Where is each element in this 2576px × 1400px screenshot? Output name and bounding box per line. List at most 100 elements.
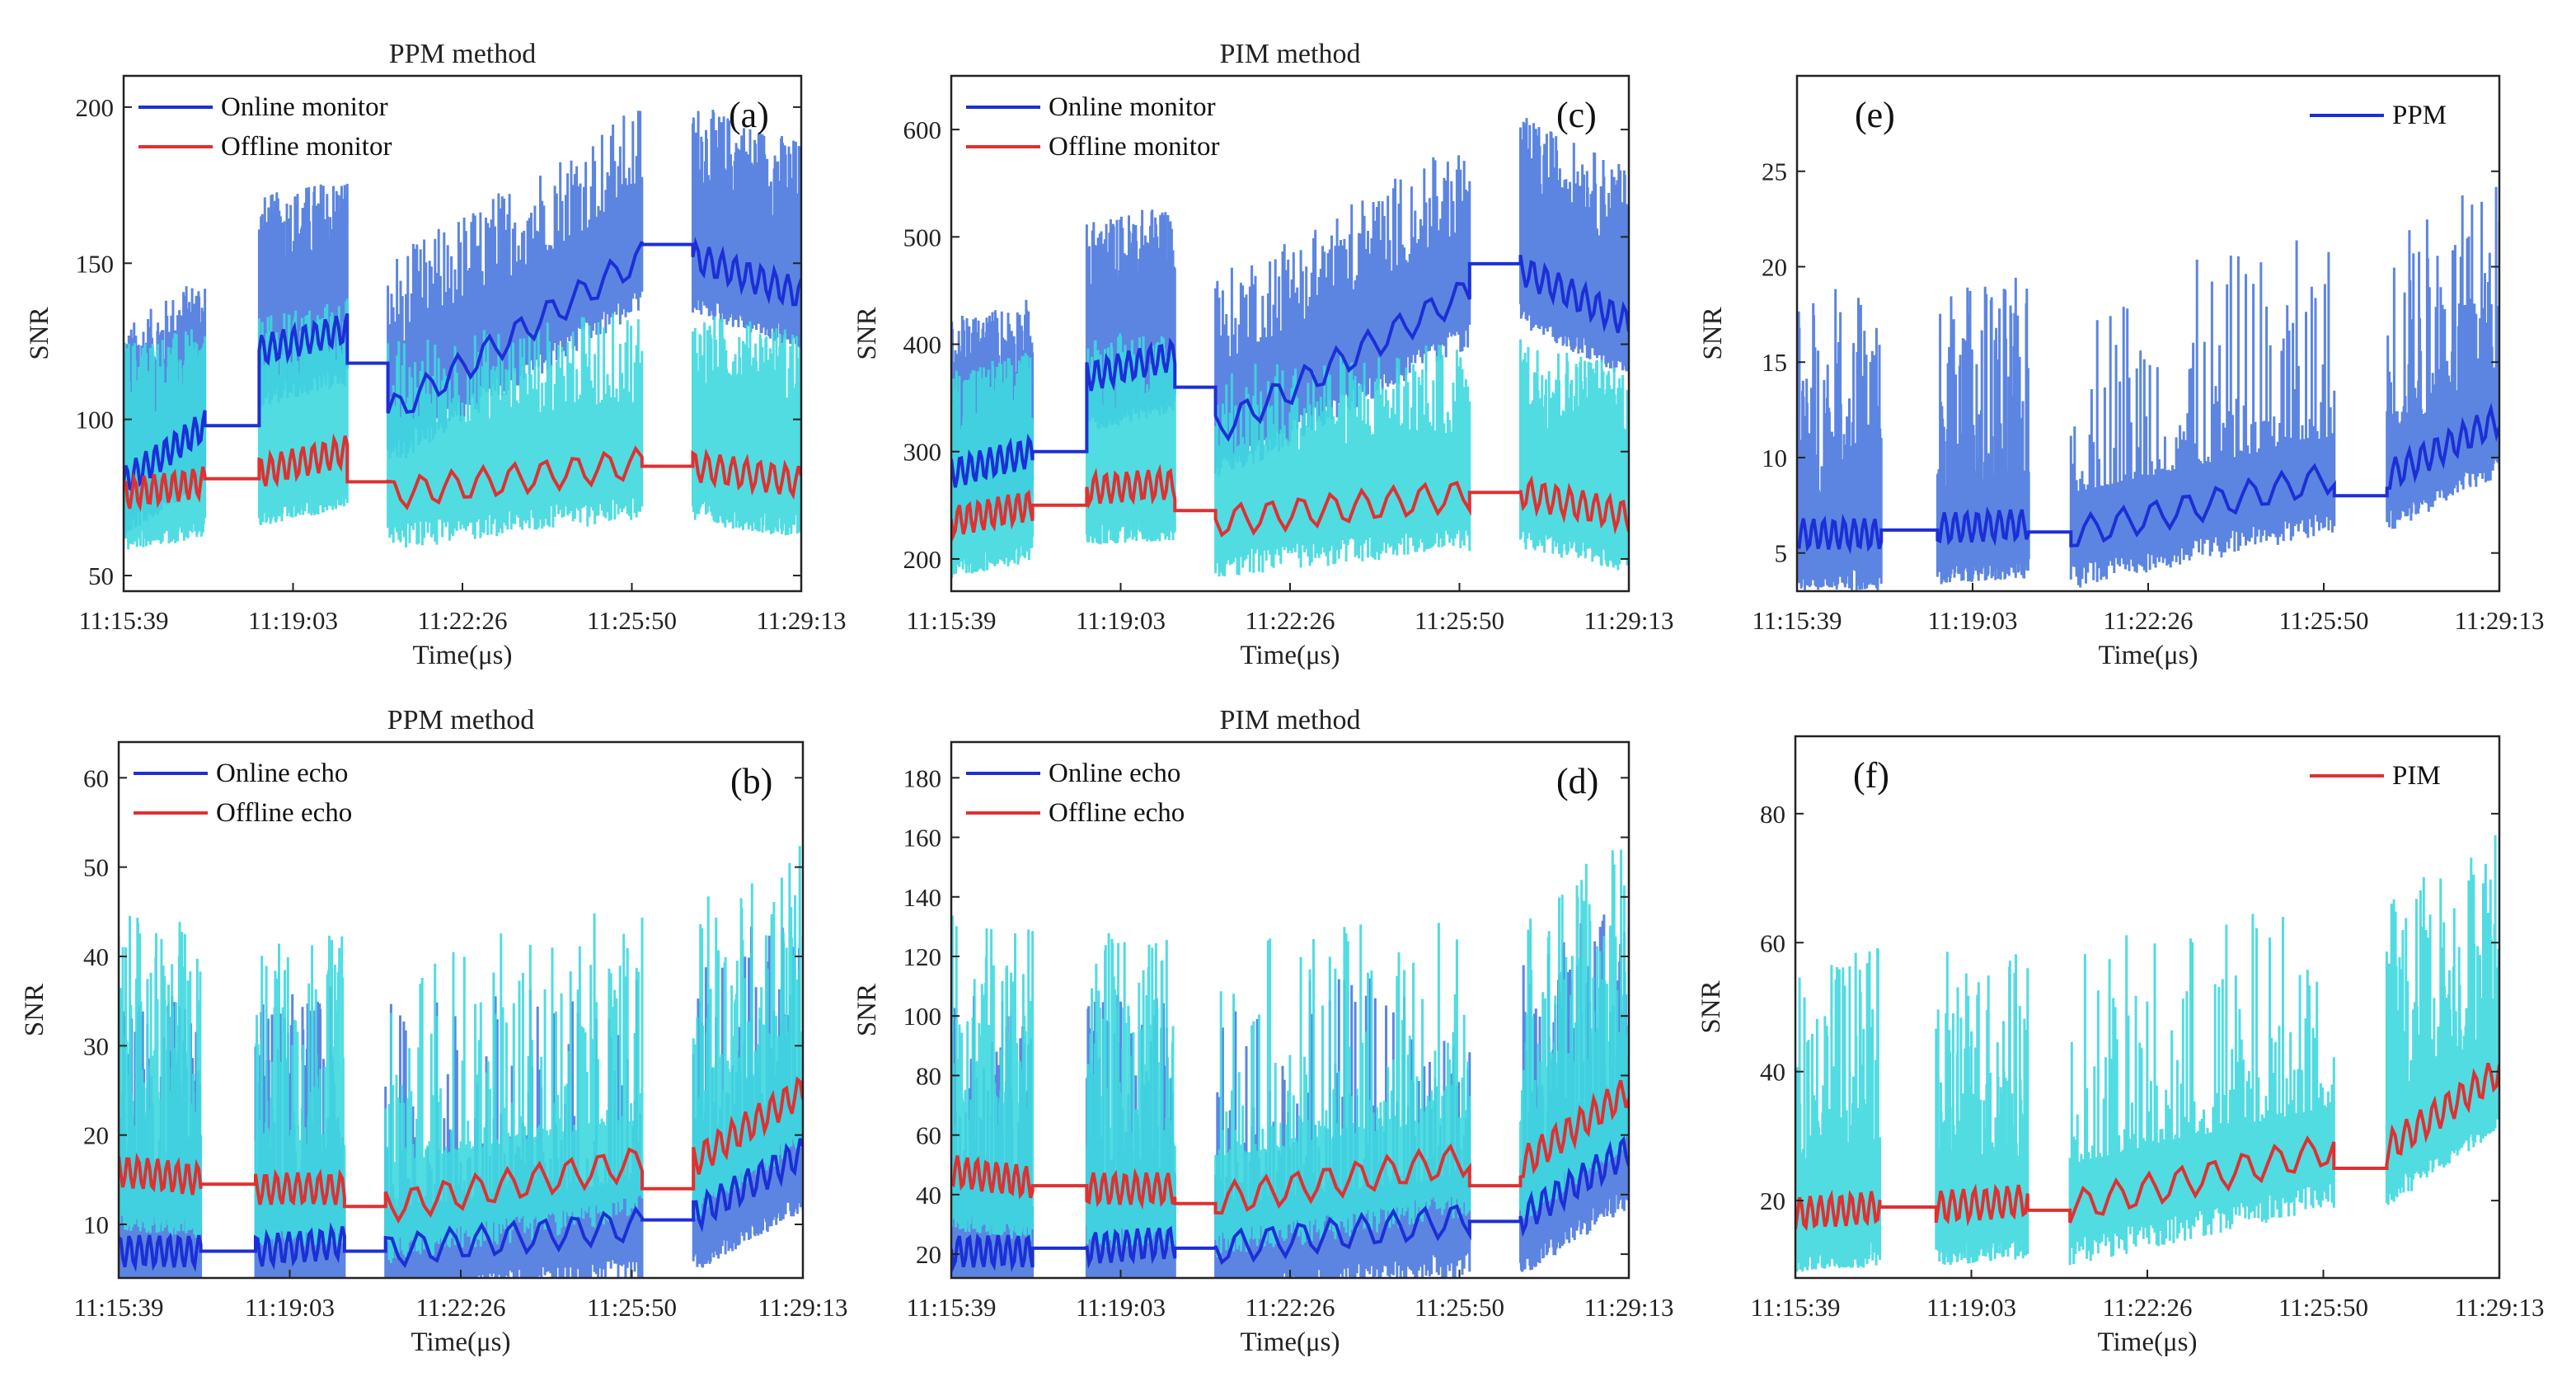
y-tick-label-d-1: 40 — [916, 1181, 941, 1210]
y-tick-label-e-4: 25 — [1762, 157, 1787, 186]
legend-label-b-0: Online echo — [216, 759, 348, 788]
panel-label-b: (b) — [730, 761, 772, 801]
y-tick-label-d-7: 160 — [903, 824, 942, 853]
y-tick-label-a-3: 200 — [76, 93, 115, 122]
y-axis-label-b: SNR — [20, 984, 49, 1036]
x-axis-label-e: Time(μs) — [2099, 641, 2198, 670]
x-tick-label-d-2: 11:22:26 — [1245, 1293, 1335, 1322]
x-tick-label-a-1: 11:19:03 — [248, 606, 338, 635]
x-tick-label-c-3: 11:25:50 — [1415, 606, 1504, 635]
x-tick-label-d-0: 11:15:39 — [906, 1293, 996, 1322]
legend-label-c-0: Online monitor — [1049, 92, 1216, 122]
y-tick-label-e-3: 20 — [1762, 252, 1787, 281]
subplot-e: 5 10 15 20 25 11:15:39 11:19:03 11:22:26 11:25:5… — [1698, 74, 2545, 670]
x-axis-label-a: Time(μs) — [413, 641, 513, 670]
y-tick-label-f-3: 80 — [1760, 800, 1785, 829]
x-tick-label-d-1: 11:19:03 — [1076, 1293, 1166, 1322]
y-axis-label-c: SNR — [852, 307, 882, 359]
y-tick-label-d-4: 100 — [903, 1002, 942, 1031]
legend-label-e-0: PPM — [2392, 101, 2447, 130]
legend-label-a-1: Offline monitor — [221, 132, 392, 162]
y-tick-label-d-6: 140 — [903, 883, 942, 912]
y-tick-label-b-1: 20 — [83, 1121, 109, 1150]
series-line-e-0 — [1797, 402, 2499, 555]
series-line-f-0 — [1795, 1062, 2499, 1232]
panel-label-e: (e) — [1855, 95, 1895, 135]
y-tick-label-d-2: 60 — [916, 1121, 941, 1150]
chart-title-c: PIM method — [1220, 39, 1361, 69]
y-axis-label-a: SNR — [25, 307, 54, 359]
x-tick-label-a-0: 11:15:39 — [78, 606, 168, 635]
y-tick-label-f-2: 60 — [1760, 928, 1785, 957]
x-tick-label-c-0: 11:15:39 — [906, 606, 996, 635]
y-tick-label-b-4: 50 — [83, 853, 109, 882]
x-tick-label-e-2: 11:22:26 — [2103, 606, 2193, 635]
y-tick-label-c-1: 300 — [903, 438, 942, 467]
y-tick-label-a-0: 50 — [88, 561, 114, 590]
series-line-c-1 — [951, 463, 1629, 542]
subplot-d: 20 40 60 80 100 120 140 160 180 11:15:39 11:19:03 1… — [852, 705, 1674, 1357]
legend-label-a-0: Online monitor — [221, 92, 388, 122]
y-tick-label-f-0: 20 — [1760, 1186, 1785, 1215]
y-axis-label-f: SNR — [1696, 980, 1726, 1033]
chart-title-d: PIM method — [1220, 705, 1361, 735]
chart-title-b: PPM method — [387, 705, 535, 735]
subplot-c: 200 300 400 500 600 11:15:39 11:19:03 11:22:26 1… — [852, 39, 1674, 670]
y-tick-label-b-3: 40 — [83, 942, 109, 971]
x-tick-label-f-3: 11:25:50 — [2278, 1293, 2368, 1322]
series-line-d-0 — [951, 1135, 1629, 1273]
y-tick-label-b-2: 30 — [83, 1031, 109, 1060]
x-tick-label-b-4: 11:29:13 — [758, 1293, 847, 1322]
panel-label-f: (f) — [1853, 755, 1889, 796]
x-tick-label-e-3: 11:25:50 — [2278, 606, 2368, 635]
series-line-b-0 — [119, 1138, 803, 1272]
panel-label-c: (c) — [1556, 95, 1597, 135]
plot-area-d — [951, 849, 1629, 1278]
x-tick-label-e-1: 11:19:03 — [1927, 606, 2017, 635]
legend-label-f-0: PIM — [2392, 761, 2441, 791]
chart-title-a: PPM method — [389, 39, 537, 69]
x-axis-label-b: Time(μs) — [411, 1327, 511, 1357]
y-axis-label-e: SNR — [1698, 307, 1728, 359]
legend-label-d-1: Offline echo — [1049, 798, 1185, 828]
x-tick-label-f-0: 11:15:39 — [1750, 1293, 1840, 1322]
legend-label-d-0: Online echo — [1049, 759, 1180, 788]
x-tick-label-c-1: 11:19:03 — [1076, 606, 1166, 635]
y-tick-label-d-5: 120 — [903, 942, 942, 971]
y-tick-label-a-1: 100 — [76, 406, 115, 435]
series-line-a-0 — [124, 237, 801, 494]
x-tick-label-f-4: 11:29:13 — [2454, 1293, 2544, 1322]
y-tick-label-e-1: 10 — [1762, 444, 1787, 472]
x-axis-label-f: Time(μs) — [2098, 1327, 2198, 1357]
y-tick-label-e-0: 5 — [1775, 539, 1788, 568]
panel-label-a: (a) — [729, 95, 769, 135]
y-tick-label-a-2: 150 — [76, 249, 115, 278]
x-tick-label-c-4: 11:29:13 — [1584, 606, 1673, 635]
x-tick-label-d-4: 11:29:13 — [1584, 1293, 1673, 1322]
x-axis-label-c: Time(μs) — [1241, 641, 1340, 670]
plot-area-e — [1797, 186, 2499, 590]
noise-cloud-b-1 — [119, 846, 803, 1263]
y-tick-label-f-1: 40 — [1760, 1058, 1785, 1087]
legend-label-c-1: Offline monitor — [1049, 132, 1219, 162]
series-line-c-0 — [951, 254, 1629, 488]
legend-label-b-1: Offline echo — [216, 798, 352, 828]
x-tick-label-a-4: 11:29:13 — [756, 606, 846, 635]
series-line-d-1 — [951, 1079, 1629, 1215]
x-tick-label-e-0: 11:15:39 — [1752, 606, 1842, 635]
plot-area-f — [1795, 835, 2499, 1272]
y-tick-label-e-2: 15 — [1762, 348, 1787, 377]
plot-area-b — [119, 846, 803, 1278]
x-tick-label-f-1: 11:19:03 — [1926, 1293, 2016, 1322]
subplot-a: 50 100 150 200 11:15:39 11:19:03 11:22:26 11:25… — [25, 39, 847, 670]
panel-label-d: (d) — [1556, 761, 1598, 801]
y-tick-label-c-4: 600 — [903, 115, 942, 144]
y-tick-label-d-3: 80 — [916, 1061, 941, 1090]
y-tick-label-c-0: 200 — [903, 545, 942, 574]
plot-area-c — [951, 118, 1629, 578]
x-tick-label-b-3: 11:25:50 — [587, 1293, 677, 1322]
x-tick-label-a-2: 11:22:26 — [417, 606, 507, 635]
y-axis-label-d: SNR — [852, 984, 882, 1036]
x-tick-label-b-0: 11:15:39 — [73, 1293, 163, 1322]
